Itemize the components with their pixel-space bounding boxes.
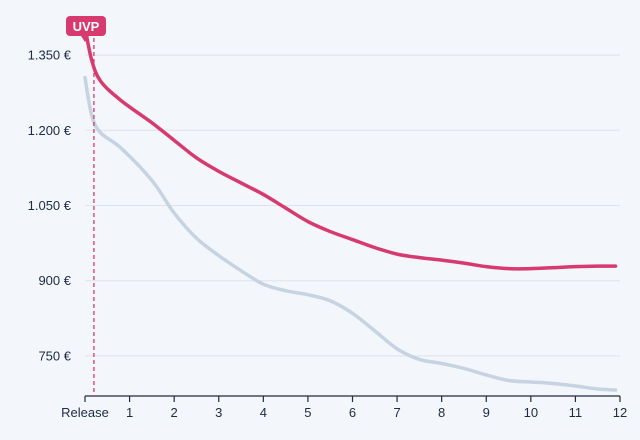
uvp-label: UVP xyxy=(73,19,100,34)
x-tick-label: 10 xyxy=(524,405,538,420)
x-tick-label: 1 xyxy=(126,405,133,420)
x-tick-label: 7 xyxy=(393,405,400,420)
y-tick-label: 900 € xyxy=(38,273,71,288)
x-tick-label: Release xyxy=(61,405,109,420)
x-tick-label: 11 xyxy=(569,405,583,420)
series-line-magenta xyxy=(83,25,618,271)
x-axis xyxy=(84,395,621,402)
series-line-light xyxy=(83,75,618,392)
x-tick-label: 3 xyxy=(215,405,222,420)
x-tick-label: 6 xyxy=(349,405,356,420)
y-axis-labels: 750 € 900 € 1.050 € 1.200 € 1.350 € xyxy=(28,48,72,364)
series-lines xyxy=(83,25,618,392)
uvp-annotation: UVP xyxy=(66,16,106,396)
gridlines xyxy=(85,54,620,357)
y-tick-label: 1.050 € xyxy=(28,198,72,213)
y-tick-label: 1.350 € xyxy=(28,48,72,63)
x-tick-label: 9 xyxy=(483,405,490,420)
uvp-badge xyxy=(66,16,106,36)
uvp-badge-pointer xyxy=(81,36,89,42)
x-tick-label: 8 xyxy=(438,405,445,420)
x-tick-label: 12 xyxy=(613,405,627,420)
y-tick-label: 750 € xyxy=(38,348,71,363)
x-tick-label: 2 xyxy=(171,405,178,420)
y-tick-label: 1.200 € xyxy=(28,123,72,138)
x-tick-label: 5 xyxy=(304,405,311,420)
x-tick-label: 4 xyxy=(260,405,267,420)
x-axis-labels: Release 1 2 3 4 5 6 7 8 9 10 11 12 xyxy=(61,405,627,420)
